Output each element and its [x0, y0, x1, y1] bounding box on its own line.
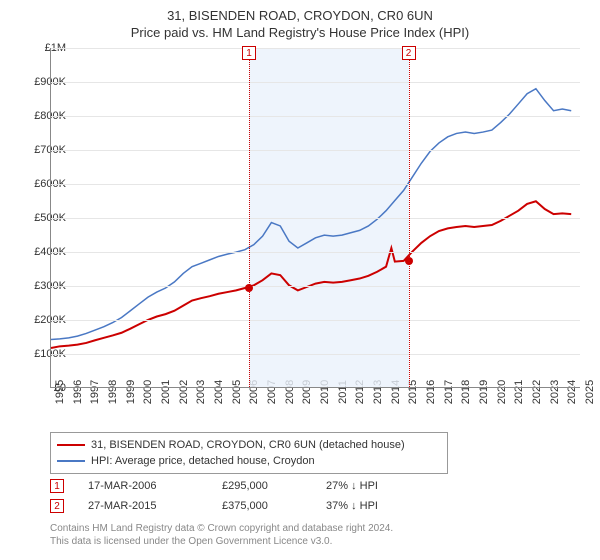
sale-price: £295,000 [222, 480, 302, 492]
legend-label: 31, BISENDEN ROAD, CROYDON, CR0 6UN (det… [91, 439, 405, 451]
gridline-h [51, 184, 580, 185]
gridline-h [51, 48, 580, 49]
gridline-h [51, 218, 580, 219]
gridline-h [51, 286, 580, 287]
chart-container: 31, BISENDEN ROAD, CROYDON, CR0 6UN Pric… [0, 0, 600, 560]
legend-item: 31, BISENDEN ROAD, CROYDON, CR0 6UN (det… [57, 437, 441, 453]
title-line-1: 31, BISENDEN ROAD, CROYDON, CR0 6UN [0, 8, 600, 25]
sale-note: 37% ↓ HPI [326, 500, 378, 512]
sale-row: 1 17-MAR-2006 £295,000 27% ↓ HPI [50, 476, 378, 496]
sale-price: £375,000 [222, 500, 302, 512]
title-line-2: Price paid vs. HM Land Registry's House … [0, 25, 600, 42]
sale-note: 27% ↓ HPI [326, 480, 378, 492]
legend-swatch [57, 444, 85, 446]
legend-label: HPI: Average price, detached house, Croy… [91, 455, 315, 467]
sale-row: 2 27-MAR-2015 £375,000 37% ↓ HPI [50, 496, 378, 516]
sale-dot [245, 284, 253, 292]
gridline-h [51, 252, 580, 253]
legend-swatch [57, 460, 85, 462]
gridline-h [51, 116, 580, 117]
footer-line-2: This data is licensed under the Open Gov… [50, 535, 393, 548]
title-block: 31, BISENDEN ROAD, CROYDON, CR0 6UN Pric… [0, 0, 600, 42]
legend-item: HPI: Average price, detached house, Croy… [57, 453, 441, 469]
sale-date: 27-MAR-2015 [88, 500, 198, 512]
gridline-h [51, 320, 580, 321]
gridline-h [51, 150, 580, 151]
event-line [409, 48, 410, 387]
sale-dot [405, 257, 413, 265]
sale-marker: 1 [50, 479, 64, 493]
x-tick-label: 2025 [584, 380, 596, 404]
event-marker: 1 [242, 46, 256, 60]
event-marker: 2 [402, 46, 416, 60]
footer: Contains HM Land Registry data © Crown c… [50, 522, 393, 548]
sales-table: 1 17-MAR-2006 £295,000 27% ↓ HPI 2 27-MA… [50, 476, 378, 516]
footer-line-1: Contains HM Land Registry data © Crown c… [50, 522, 393, 535]
sale-marker: 2 [50, 499, 64, 513]
series-hpi [51, 89, 571, 340]
gridline-h [51, 354, 580, 355]
event-line [249, 48, 250, 387]
gridline-h [51, 82, 580, 83]
legend: 31, BISENDEN ROAD, CROYDON, CR0 6UN (det… [50, 432, 448, 474]
sale-date: 17-MAR-2006 [88, 480, 198, 492]
chart-plot-area: 12 [50, 48, 580, 388]
series-price_paid [51, 201, 571, 348]
